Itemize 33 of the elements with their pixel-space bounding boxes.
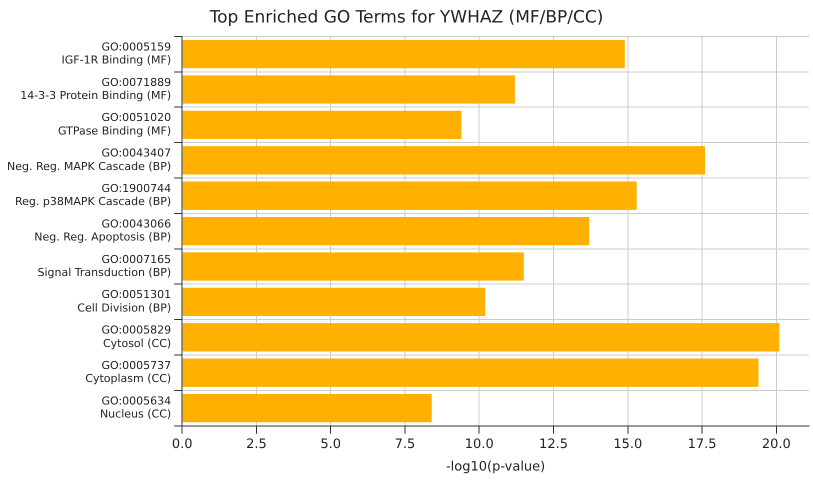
y-tick-label: GO:0043066 Neg. Reg. Apoptosis (BP) bbox=[34, 217, 172, 244]
y-tick-label: GO:0051301 Cell Division (BP) bbox=[77, 288, 172, 314]
bar bbox=[182, 358, 758, 387]
bar bbox=[182, 146, 706, 174]
bar bbox=[182, 75, 515, 104]
bar bbox=[182, 323, 780, 352]
x-tick-label: 0.0 bbox=[172, 436, 193, 452]
x-tick-label: 12.5 bbox=[539, 436, 568, 452]
x-tick-label: 5.0 bbox=[320, 436, 342, 452]
bar bbox=[182, 216, 590, 246]
bar bbox=[182, 182, 637, 210]
chart-title: Top Enriched GO Terms for YWHAZ (MF/BP/CC) bbox=[208, 8, 604, 28]
x-tick-label: 10.0 bbox=[464, 436, 494, 452]
bar bbox=[182, 40, 625, 68]
y-tick-label: GO:0005634 Nucleus (CC) bbox=[100, 394, 172, 421]
x-tick-label: 20.0 bbox=[762, 436, 791, 452]
y-tick-label: GO:0007165 Signal Transduction (BP) bbox=[37, 252, 172, 279]
y-tick-label: GO:0051020 GTPase Binding (MF) bbox=[58, 111, 172, 138]
y-tick-label: GO:0005159 IGF-1R Binding (MF) bbox=[62, 40, 172, 67]
y-tick-label: GO:0071889 14-3-3 Protein Binding (MF) bbox=[20, 76, 172, 102]
x-axis-title: -log10(p-value) bbox=[446, 460, 546, 475]
bar bbox=[182, 394, 432, 422]
x-tick-label: 15.0 bbox=[613, 436, 642, 452]
y-tick-label: GO:0005737 Cytoplasm (CC) bbox=[85, 358, 172, 386]
x-tick-label: 2.5 bbox=[246, 436, 267, 452]
x-tick-label: 7.5 bbox=[394, 436, 416, 452]
y-tick-label: GO:0043407 Neg. Reg. MAPK Cascade (BP) bbox=[6, 146, 172, 173]
bar bbox=[182, 110, 462, 140]
bar bbox=[182, 252, 524, 281]
bar bbox=[182, 288, 486, 316]
x-tick-label: 17.5 bbox=[688, 436, 717, 452]
y-tick-label: GO:0005829 Cytosol (CC) bbox=[101, 324, 172, 350]
y-tick-label: GO:1900744 Reg. p38MAPK Cascade (BP) bbox=[14, 182, 172, 208]
